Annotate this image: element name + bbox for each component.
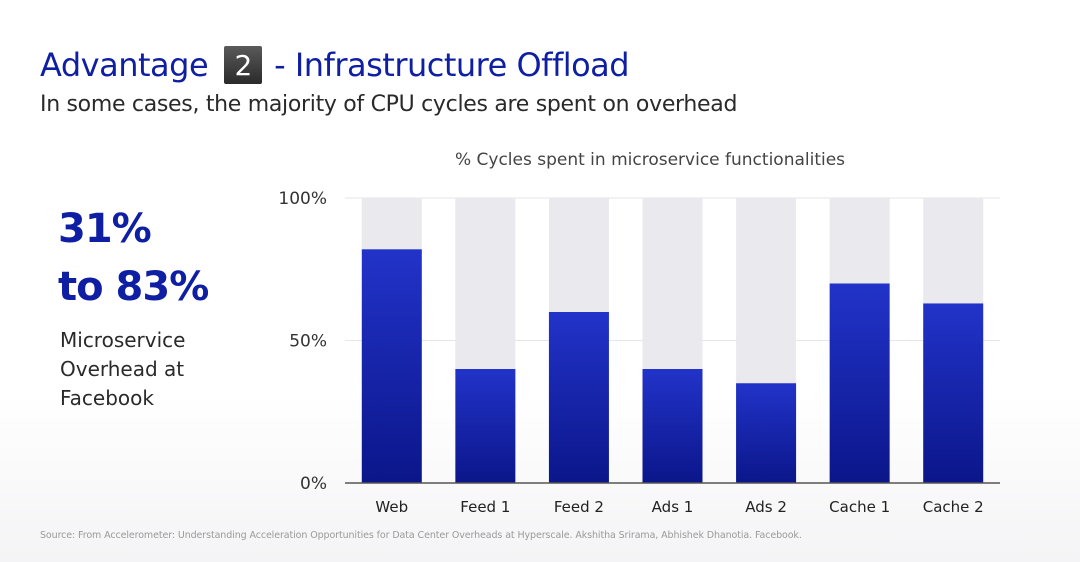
chart-title: % Cycles spent in microservice functiona…	[454, 150, 846, 170]
bar	[736, 383, 797, 483]
x-tick-label: Web	[375, 498, 408, 516]
bar	[923, 303, 984, 483]
x-tick-label: Feed 2	[554, 498, 604, 516]
source-citation: Source: From Accelerometer: Understandin…	[40, 530, 802, 541]
bar	[829, 283, 890, 483]
x-tick-label: Cache 2	[923, 498, 984, 516]
bar-chart: 0% 50% 100% Web Feed 1 Feed 2 Ads 1 Ads 2 Cache …	[278, 189, 1000, 516]
y-tick-label: 100%	[278, 189, 327, 209]
y-tick-label: 50%	[289, 332, 327, 352]
title-left: Advantage	[40, 46, 209, 84]
title-right: - Infrastructure Offload	[274, 46, 630, 84]
bar	[361, 249, 422, 483]
slide-title: Advantage 2 - Infrastructure Offload	[40, 42, 630, 88]
y-tick-label: 0%	[300, 474, 327, 494]
stat-line-1: 31%	[58, 206, 152, 252]
slide-subtitle: In some cases, the majority of CPU cycle…	[40, 92, 738, 117]
bar	[455, 369, 516, 483]
stat-highlight: 31% to 83%	[58, 200, 209, 316]
stat-caption: Microservice Overhead at Facebook	[60, 328, 186, 410]
x-tick-label: Cache 1	[829, 498, 890, 516]
x-tick-label: Ads 2	[745, 498, 787, 516]
number-badge: 2	[224, 46, 263, 84]
bar	[548, 312, 609, 483]
stat-line-2: to 83%	[58, 264, 209, 310]
x-tick-label: Feed 1	[460, 498, 510, 516]
bar	[642, 369, 703, 483]
x-tick-label: Ads 1	[652, 498, 694, 516]
